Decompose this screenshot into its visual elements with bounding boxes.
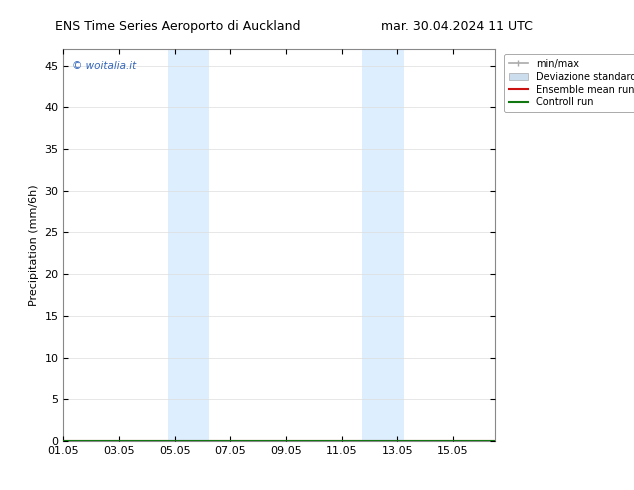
Text: ENS Time Series Aeroporto di Auckland: ENS Time Series Aeroporto di Auckland bbox=[55, 20, 301, 33]
Bar bbox=[168, 49, 209, 441]
Text: © woitalia.it: © woitalia.it bbox=[72, 61, 136, 71]
Text: mar. 30.04.2024 11 UTC: mar. 30.04.2024 11 UTC bbox=[380, 20, 533, 33]
Bar bbox=[363, 49, 404, 441]
Y-axis label: Precipitation (mm/6h): Precipitation (mm/6h) bbox=[29, 184, 39, 306]
Legend: min/max, Deviazione standard, Ensemble mean run, Controll run: min/max, Deviazione standard, Ensemble m… bbox=[503, 54, 634, 112]
